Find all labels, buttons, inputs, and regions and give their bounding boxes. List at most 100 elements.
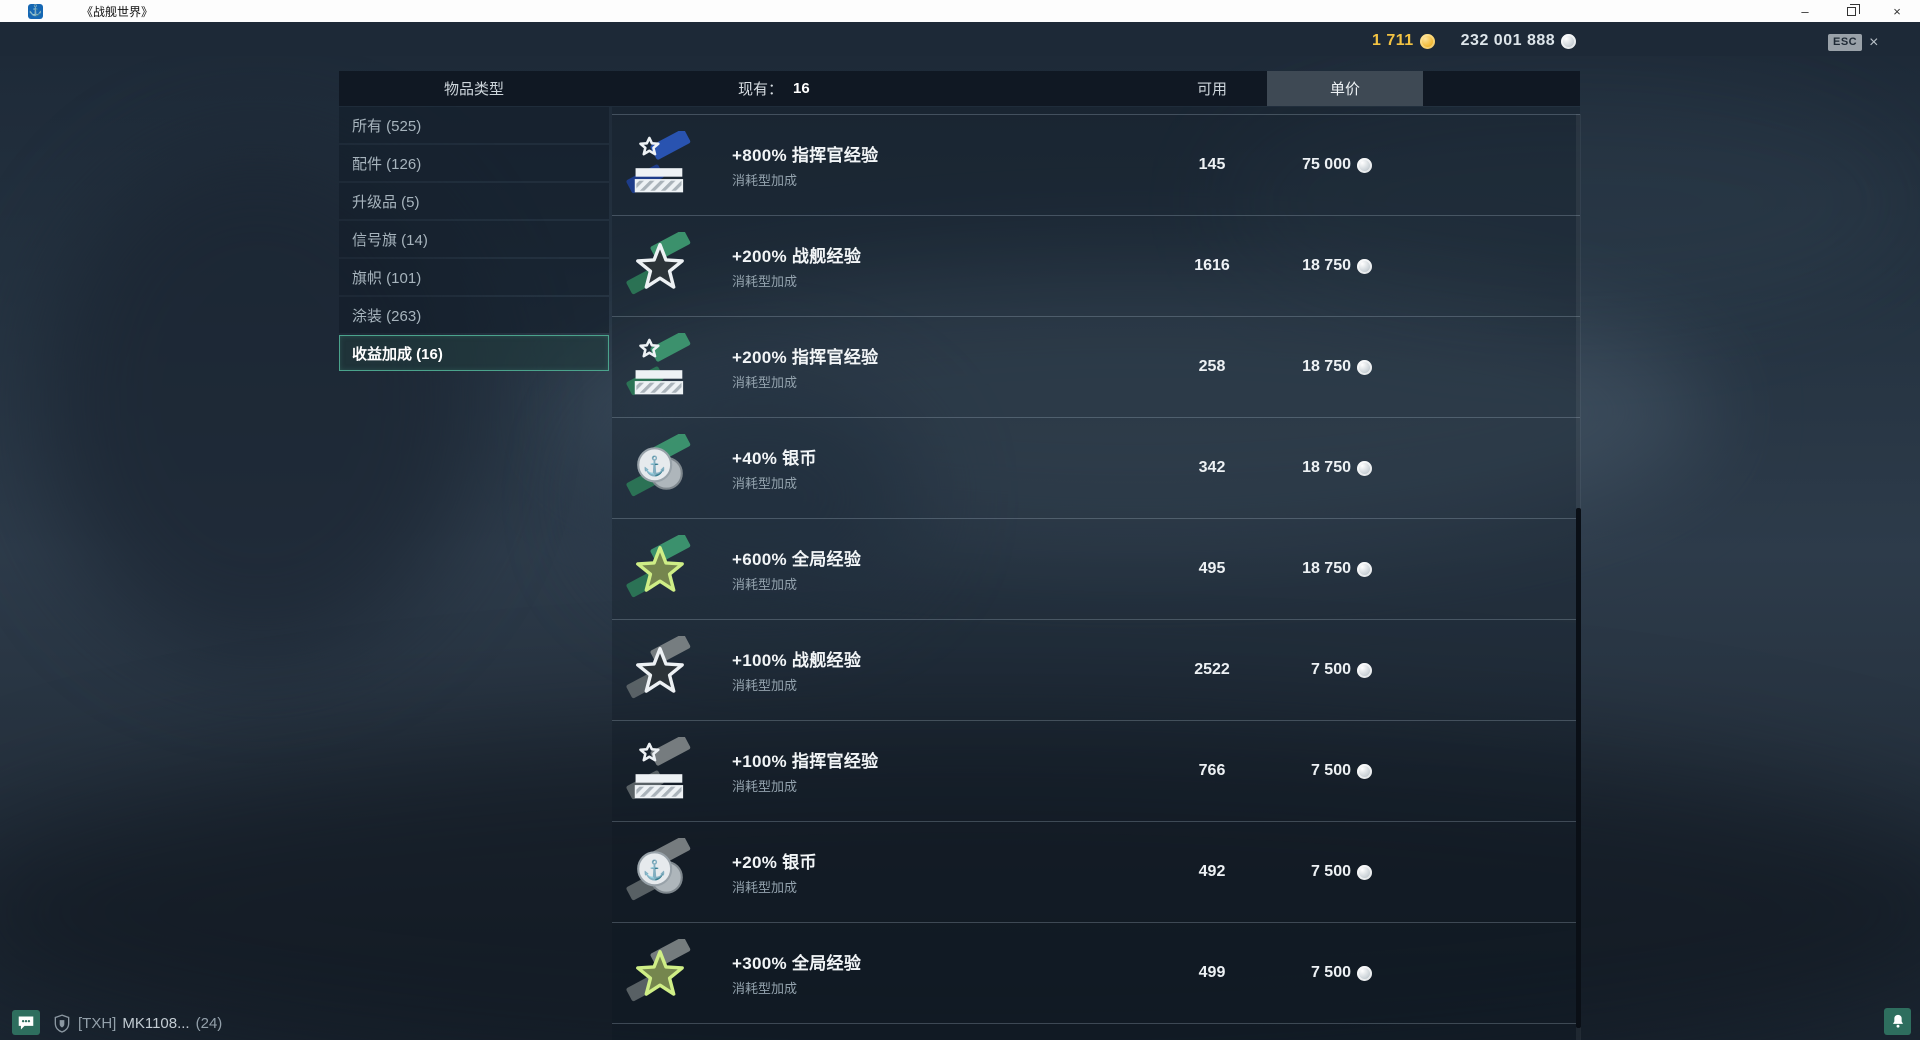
commander-xp-icon	[626, 735, 694, 805]
gold-amount: 1 711	[1372, 32, 1414, 49]
chat-button[interactable]	[12, 1010, 40, 1035]
list-item[interactable]: +100% 战舰经验 消耗型加成 2522 7 500	[612, 619, 1580, 720]
item-title: +200% 战舰经验	[732, 247, 862, 266]
notifications-button[interactable]	[1884, 1008, 1911, 1035]
credits-coin-icon	[1357, 359, 1372, 375]
credits-icon: ⚓	[626, 836, 694, 906]
item-quantity: 258	[1198, 358, 1226, 375]
sidebar-item-signals[interactable]: 信号旗 (14)	[339, 221, 609, 257]
ship-xp-icon	[626, 230, 694, 300]
player-status[interactable]: [TXH] MK1108... (24)	[54, 1012, 222, 1034]
global-xp-icon	[626, 533, 694, 603]
minimize-button[interactable]: –	[1801, 3, 1809, 19]
sidebar-item-camo[interactable]: 涂装 (263)	[339, 297, 609, 333]
item-price: 7 500	[1311, 964, 1372, 982]
list-item[interactable]: +200% 指挥官经验 消耗型加成 258 18 750	[612, 316, 1580, 417]
commander-xp-icon	[626, 129, 694, 199]
item-subtitle: 消耗型加成	[732, 274, 798, 289]
scrollbar[interactable]	[1576, 114, 1581, 1040]
list-item[interactable]: +200% 战舰经验 消耗型加成 1616 18 750	[612, 215, 1580, 316]
item-quantity: 1616	[1194, 257, 1230, 274]
item-price: 18 750	[1302, 257, 1372, 275]
column-header-price-selected[interactable]: 单价	[1267, 71, 1423, 106]
esc-hint: ESC ×	[1828, 34, 1878, 51]
item-quantity: 145	[1198, 156, 1226, 173]
list-item[interactable]: ⚓ +40% 银币 消耗型加成 342 18 750	[612, 417, 1580, 518]
column-header-available[interactable]: 可用	[1196, 81, 1227, 98]
window-titlebar: ⚓ 《战舰世界》 – ×	[0, 0, 1920, 22]
sidebar-item-bonuses[interactable]: 收益加成 (16)	[339, 335, 609, 371]
window-controls: – ×	[1782, 0, 1920, 22]
credits-coin-icon	[1357, 965, 1372, 981]
item-quantity: 342	[1198, 459, 1226, 476]
item-subtitle: 消耗型加成	[732, 678, 798, 693]
column-header-category: 物品类型	[443, 81, 504, 98]
list-item[interactable]: ⚓ +20% 银币 消耗型加成 492 7 500	[612, 821, 1580, 922]
item-subtitle: 消耗型加成	[732, 476, 798, 491]
credits-coin-icon	[1357, 763, 1372, 779]
player-count: (24)	[195, 1014, 223, 1032]
clan-tag: [TXH]	[78, 1014, 117, 1032]
item-title: +200% 指挥官经验	[732, 348, 879, 367]
item-price: 7 500	[1311, 762, 1372, 780]
scrolled-row-sliver	[612, 1023, 1580, 1040]
svg-text:⚓: ⚓	[643, 454, 667, 477]
list-item[interactable]: +800% 指挥官经验 消耗型加成 145 75 000	[612, 114, 1580, 215]
window-title: 《战舰世界》	[81, 4, 154, 19]
sidebar-item-upgrades[interactable]: 升级品 (5)	[339, 183, 609, 219]
credits-coin-icon	[1357, 460, 1372, 476]
restore-button[interactable]	[1828, 0, 1874, 22]
item-price: 18 750	[1302, 459, 1372, 477]
anchor-icon: ⚓	[28, 3, 43, 19]
gold-coin-icon	[1419, 33, 1435, 49]
list-item[interactable]: +300% 全局经验 消耗型加成 499 7 500	[612, 922, 1580, 1023]
item-subtitle: 消耗型加成	[732, 981, 798, 996]
sidebar-item-flags[interactable]: 旗帜 (101)	[339, 259, 609, 295]
credits-coin-icon	[1357, 561, 1372, 577]
owned-count-value: 16	[793, 80, 810, 97]
global-xp-icon	[626, 937, 694, 1007]
sidebar-item-all[interactable]: 所有 (525)	[339, 107, 609, 143]
item-title: +300% 全局经验	[732, 954, 862, 973]
item-list: +800% 指挥官经验 消耗型加成 145 75 000 +200% 战舰经验 …	[612, 107, 1580, 1040]
restore-icon	[1846, 3, 1860, 16]
game-background: 1 711 232 001 888 ESC × 物品类型 现有： 16 可用 单…	[0, 22, 1920, 1040]
item-price: 7 500	[1311, 661, 1372, 679]
item-title: +100% 指挥官经验	[732, 752, 879, 771]
background-blur-shape	[1220, 82, 1920, 322]
scrollbar-thumb[interactable]	[1576, 508, 1581, 1028]
item-subtitle: 消耗型加成	[732, 375, 798, 390]
ship-xp-icon	[626, 634, 694, 704]
item-quantity: 499	[1198, 964, 1226, 981]
list-item[interactable]: +100% 指挥官经验 消耗型加成 766 7 500	[612, 720, 1580, 821]
list-item[interactable]: +600% 全局经验 消耗型加成 495 18 750	[612, 518, 1580, 619]
credits-icon: ⚓	[626, 432, 694, 502]
item-title: +40% 银币	[732, 449, 817, 468]
item-price: 75 000	[1302, 156, 1372, 174]
item-price: 7 500	[1311, 863, 1372, 881]
credits-amount: 232 001 888	[1460, 32, 1556, 49]
chat-bubble-icon	[18, 1015, 34, 1030]
item-title: +800% 指挥官经验	[732, 146, 879, 165]
credits-coin-icon	[1357, 864, 1372, 880]
credits-coin-icon	[1561, 33, 1577, 49]
table-header: 物品类型 现有： 16 可用 单价	[339, 71, 1580, 106]
clan-shield-icon	[54, 1013, 70, 1033]
sidebar-item-equipment[interactable]: 配件 (126)	[339, 145, 609, 181]
close-icon[interactable]: ×	[1869, 33, 1879, 51]
item-quantity: 766	[1198, 762, 1226, 779]
item-quantity: 492	[1198, 863, 1226, 880]
item-price: 18 750	[1302, 358, 1372, 376]
close-button[interactable]: ×	[1893, 3, 1901, 19]
credits-coin-icon	[1357, 662, 1372, 678]
bell-icon	[1892, 1014, 1903, 1028]
item-title: +20% 银币	[732, 853, 817, 872]
esc-key-badge[interactable]: ESC	[1828, 34, 1863, 51]
item-subtitle: 消耗型加成	[732, 577, 798, 592]
category-sidebar: 所有 (525) 配件 (126) 升级品 (5) 信号旗 (14) 旗帜 (1…	[339, 107, 609, 373]
background-blur-shape	[0, 722, 1920, 1040]
svg-text:⚓: ⚓	[643, 858, 667, 881]
item-title: +600% 全局经验	[732, 550, 862, 569]
top-strip	[0, 22, 1920, 56]
item-subtitle: 消耗型加成	[732, 173, 798, 188]
